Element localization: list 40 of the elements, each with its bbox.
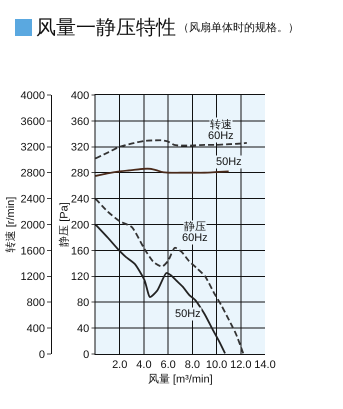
x-tick-label: 4.0 xyxy=(136,359,152,372)
y-tick-label: 160 xyxy=(70,245,90,258)
y-tick-label: 360 xyxy=(70,116,90,128)
y2-tick-label: 3200 xyxy=(20,142,46,154)
y-tick-label: 280 xyxy=(70,168,90,180)
y-tick-label: 400 xyxy=(70,90,90,102)
y-tick-label: 40 xyxy=(77,322,90,335)
y-tick-label: 240 xyxy=(70,193,90,206)
x-tick-label: 2.0 xyxy=(112,359,128,372)
y2-tick-label: 2800 xyxy=(20,168,46,180)
y2-tick-label: 3600 xyxy=(20,116,46,128)
y2-tick-label: 4000 xyxy=(20,90,46,102)
x-axis-title: 风量 [m³/min] xyxy=(148,373,213,386)
annotation: 60Hz xyxy=(208,130,234,142)
y2-tick-label: 400 xyxy=(26,322,46,335)
y-tick-label: 80 xyxy=(77,297,90,310)
x-tick-label: 12.0 xyxy=(230,359,252,372)
annotation: 转速 xyxy=(210,118,232,131)
x-tick-label: 10.0 xyxy=(206,359,228,372)
y2-tick-label: 1200 xyxy=(20,271,46,284)
y-tick-label: 0 xyxy=(83,348,90,361)
annotation: 50Hz xyxy=(216,156,242,168)
y2-tick-label: 0 xyxy=(38,348,46,361)
annotation: 静压 xyxy=(184,221,206,233)
y-axis-title: 静压 [Pa] xyxy=(58,202,71,247)
annotation: 50Hz xyxy=(175,308,201,320)
x-tick-label: 6.0 xyxy=(160,359,176,372)
y-tick-label: 120 xyxy=(70,271,90,284)
chart-subtitle: （风扇单体时的规格。） xyxy=(178,20,299,35)
chart-title: 风量一静压特性 xyxy=(36,14,176,41)
y2-tick-label: 1600 xyxy=(20,245,46,258)
y-tick-label: 320 xyxy=(70,142,90,154)
y2-axis-title: 转速 [r/min] xyxy=(4,196,18,252)
x-tick-label: 8.0 xyxy=(184,359,200,372)
y-tick-label: 200 xyxy=(70,219,90,232)
y2-tick-label: 800 xyxy=(26,297,46,310)
y2-tick-label: 2000 xyxy=(20,219,46,232)
y2-tick-label: 2400 xyxy=(20,193,46,206)
annotation: 60Hz xyxy=(182,232,208,244)
x-tick-label: 14.0 xyxy=(254,359,276,372)
